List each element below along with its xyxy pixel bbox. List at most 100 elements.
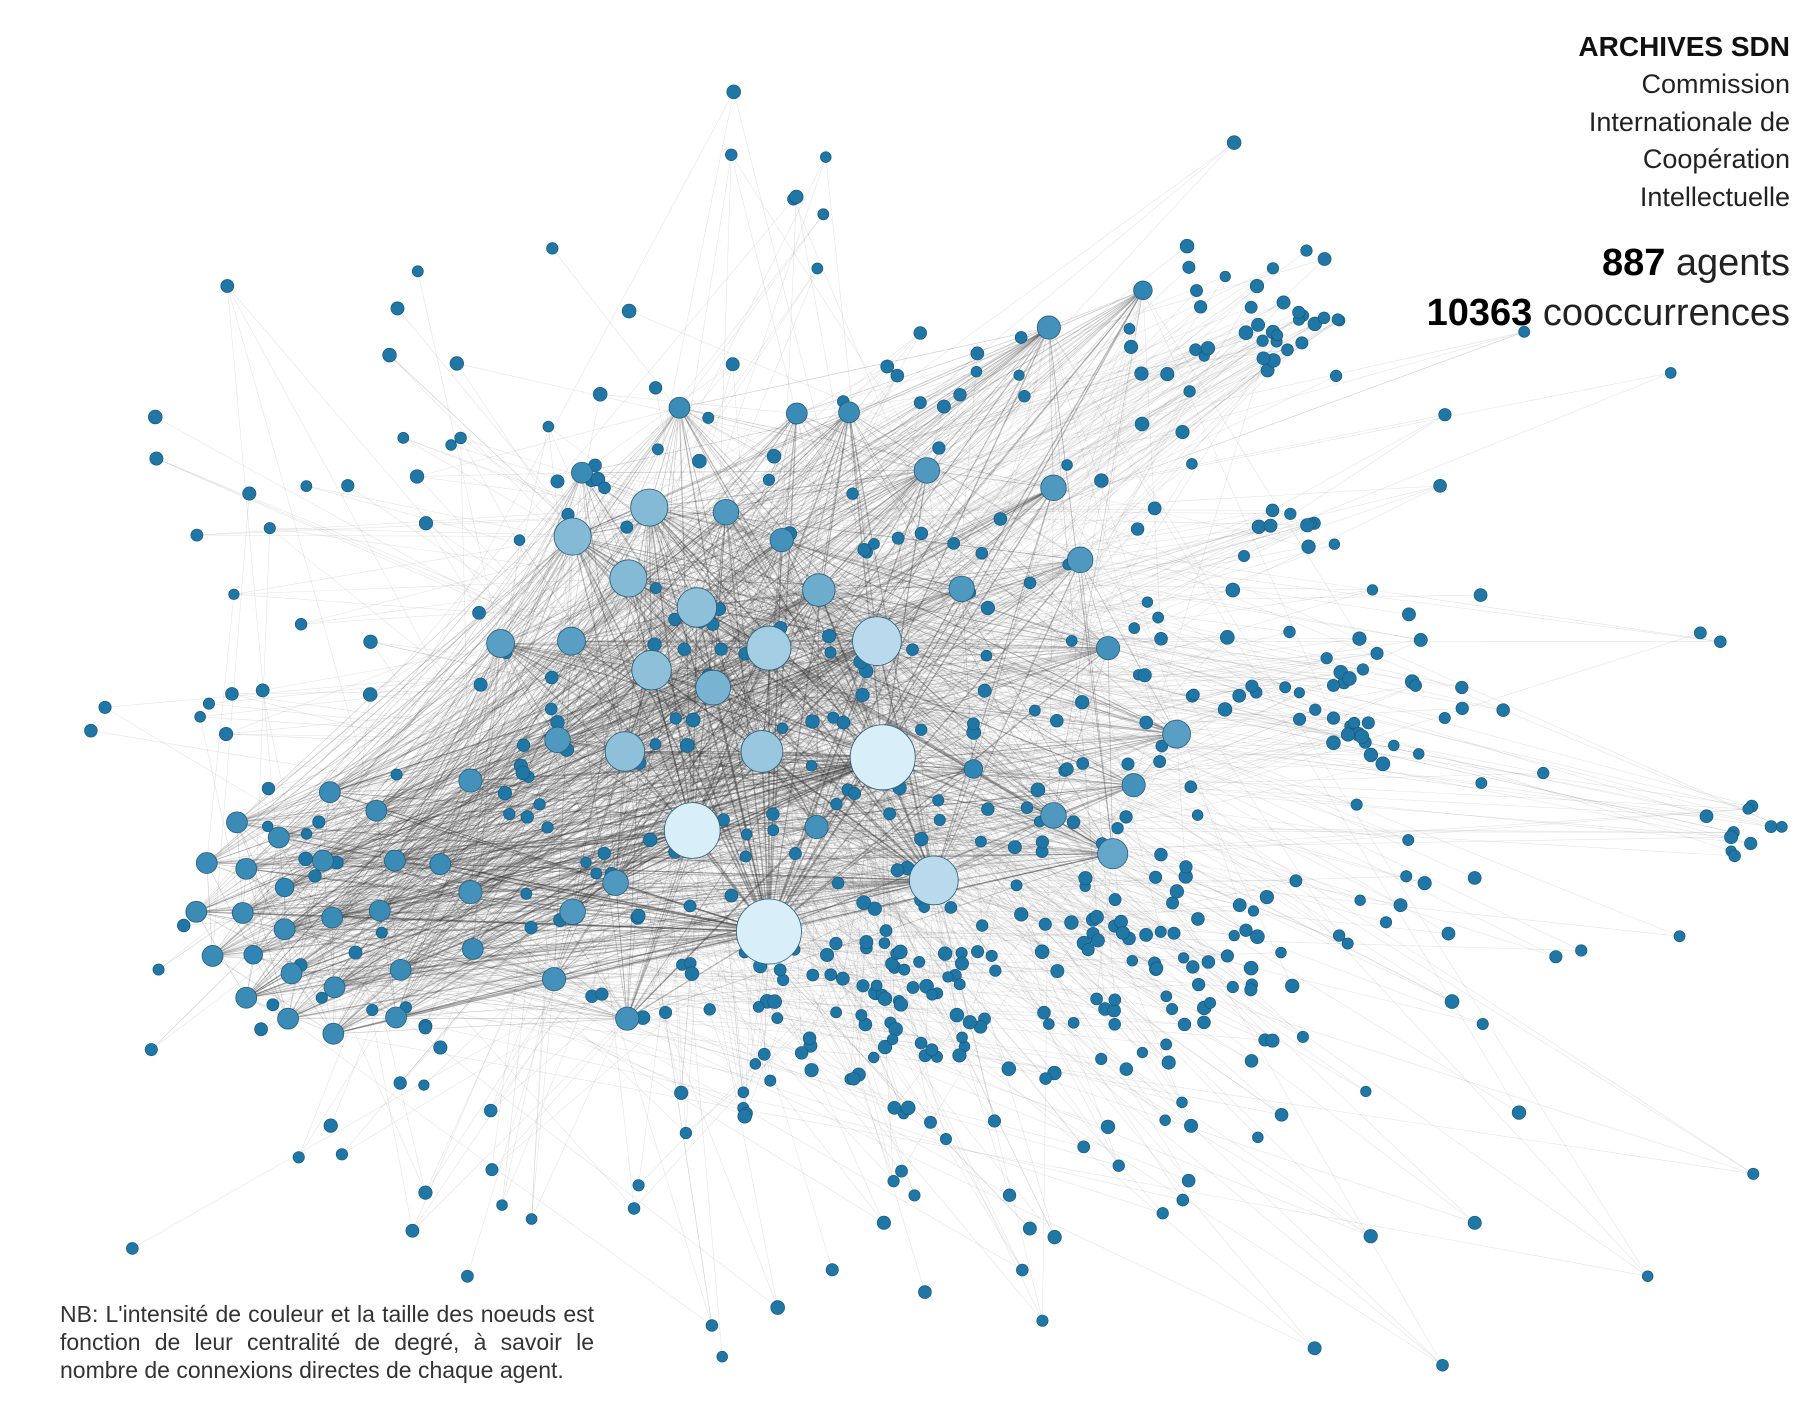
edge [628,302,1284,579]
edge [200,716,558,741]
edge [571,640,1359,735]
edge [245,868,285,930]
edge [725,512,894,1182]
node [254,1022,268,1037]
edge [376,320,1340,811]
edge [691,512,727,974]
edge [206,862,573,913]
node [445,439,457,451]
edge [376,810,770,933]
node [1189,343,1202,356]
edge [553,417,796,980]
edge [933,692,1257,881]
node [895,1164,908,1178]
node [235,986,258,1009]
edge [329,791,687,1134]
edge [624,751,927,987]
edge [572,647,770,913]
node [1436,1358,1449,1372]
edge [470,647,1109,781]
node [418,1079,430,1091]
edge [284,559,1081,888]
node [1038,917,1052,931]
edge [628,577,962,590]
edge [572,536,862,1016]
node [1039,1072,1052,1085]
edge [284,91,734,930]
edge [882,745,1162,758]
edge [768,401,844,649]
edge [628,342,1302,579]
edge [196,876,1407,913]
node [987,1114,1001,1128]
edge [467,751,626,1277]
node [890,368,905,383]
edge [439,687,714,865]
edge [725,512,1133,961]
edge [479,607,697,614]
edge [300,669,652,966]
node [944,901,958,914]
note: NB: L'intensité de couleur et la taille … [60,1301,594,1383]
edge [725,512,1173,904]
edge [329,791,963,964]
edge [794,590,820,950]
edge [329,412,850,793]
edge [816,826,1086,879]
node [1360,1085,1372,1098]
edge [581,472,1177,735]
edge [334,863,441,988]
node [280,962,303,985]
edge [725,413,798,513]
node [559,898,586,925]
edge [933,880,1235,936]
node [1036,1314,1049,1327]
edge [713,627,1135,688]
edge [1048,327,1114,854]
edge [969,559,1081,1023]
edge [725,337,1022,513]
node [1409,679,1422,692]
edge [379,863,441,911]
edge [395,815,1054,1018]
edge [768,528,1138,932]
node [201,945,224,967]
node [1137,668,1152,683]
edge [470,607,698,781]
node [817,208,830,221]
edge [416,407,680,477]
edge [439,643,501,865]
edge [882,757,1166,1121]
edge [379,910,1058,972]
edge [600,393,797,414]
edge [284,829,693,930]
edge [615,290,1144,883]
edge [809,757,884,1039]
edge [615,882,894,1182]
edge [571,641,635,1209]
edge [933,353,978,881]
edge [284,332,921,930]
edge [500,536,574,644]
edge [1053,784,1134,816]
edge [246,739,558,870]
node [1175,425,1190,440]
edge [713,687,1017,886]
edge [768,647,1065,771]
node [1112,1159,1125,1172]
edge [314,669,652,877]
edge [246,948,473,999]
edge [334,792,506,988]
edge [470,751,763,893]
node [1232,898,1247,913]
edge [651,670,833,1270]
edge [816,826,1113,855]
node [273,918,296,941]
edge [417,271,501,644]
edge [830,652,974,770]
edge [649,371,977,508]
edge [472,617,1159,950]
node [725,357,740,372]
edge [876,641,938,994]
edge [833,717,935,881]
